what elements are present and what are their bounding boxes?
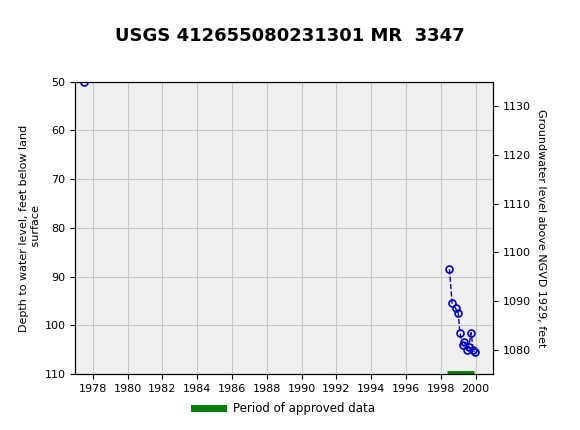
Y-axis label: Depth to water level, feet below land
 surface: Depth to water level, feet below land su… bbox=[19, 124, 41, 332]
Y-axis label: Groundwater level above NGVD 1929, feet: Groundwater level above NGVD 1929, feet bbox=[536, 109, 546, 347]
Text: ≡USGS: ≡USGS bbox=[9, 10, 90, 31]
Legend: Period of approved data: Period of approved data bbox=[189, 397, 379, 419]
Text: USGS 412655080231301 MR  3347: USGS 412655080231301 MR 3347 bbox=[115, 27, 465, 45]
